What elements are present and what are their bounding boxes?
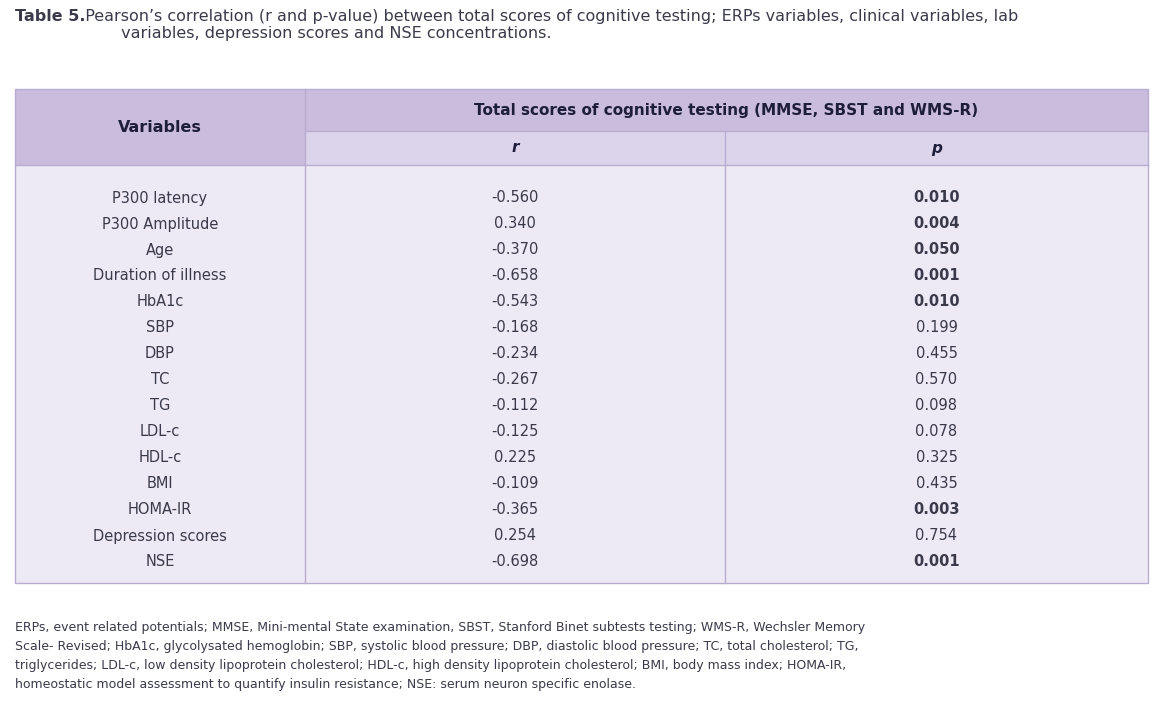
- Text: Variables: Variables: [118, 120, 201, 135]
- Bar: [15, 185, 1148, 211]
- Text: DBP: DBP: [146, 347, 175, 362]
- Bar: [15, 575, 1148, 583]
- Text: -0.658: -0.658: [491, 269, 539, 284]
- Text: -0.698: -0.698: [491, 554, 539, 569]
- Text: 0.078: 0.078: [915, 425, 958, 440]
- Bar: [15, 315, 1148, 341]
- Bar: [15, 237, 1148, 263]
- Text: -0.112: -0.112: [491, 398, 539, 413]
- Text: 0.010: 0.010: [914, 294, 960, 310]
- Text: 0.050: 0.050: [914, 242, 960, 257]
- Text: -0.109: -0.109: [491, 476, 539, 491]
- Text: TC: TC: [151, 372, 169, 388]
- Text: Table 5.: Table 5.: [15, 9, 85, 24]
- Text: 0.325: 0.325: [916, 450, 958, 466]
- Bar: [15, 289, 1148, 315]
- Text: 0.754: 0.754: [916, 528, 958, 544]
- Bar: [15, 89, 1148, 583]
- Bar: [15, 549, 1148, 575]
- Text: BMI: BMI: [147, 476, 173, 491]
- Text: -0.365: -0.365: [491, 503, 539, 518]
- Bar: [15, 263, 1148, 289]
- Bar: [15, 89, 1148, 131]
- Text: 0.340: 0.340: [494, 216, 535, 232]
- Text: P300 latency: P300 latency: [113, 191, 207, 206]
- Text: 0.254: 0.254: [494, 528, 535, 544]
- Text: P300 Amplitude: P300 Amplitude: [101, 216, 218, 232]
- Bar: [15, 131, 305, 165]
- Text: NSE: NSE: [146, 554, 175, 569]
- Text: -0.234: -0.234: [491, 347, 539, 362]
- Text: 0.001: 0.001: [914, 554, 960, 569]
- Text: p: p: [931, 140, 942, 155]
- Text: HbA1c: HbA1c: [136, 294, 184, 310]
- Text: Total scores of cognitive testing (MMSE, SBST and WMS-R): Total scores of cognitive testing (MMSE,…: [475, 103, 979, 118]
- Bar: [15, 165, 1148, 185]
- Text: Depression scores: Depression scores: [93, 528, 227, 544]
- Text: 0.003: 0.003: [914, 503, 960, 518]
- Bar: [15, 497, 1148, 523]
- Bar: [15, 471, 1148, 497]
- Text: 0.570: 0.570: [915, 372, 958, 388]
- Text: -0.560: -0.560: [491, 191, 539, 206]
- Text: 0.010: 0.010: [914, 191, 960, 206]
- Text: 0.225: 0.225: [494, 450, 537, 466]
- Text: ERPs, event related potentials; MMSE, Mini-mental State examination, SBST, Stanf: ERPs, event related potentials; MMSE, Mi…: [15, 621, 865, 691]
- Bar: [15, 419, 1148, 445]
- Text: 0.098: 0.098: [916, 398, 958, 413]
- Text: -0.125: -0.125: [491, 425, 539, 440]
- Text: Duration of illness: Duration of illness: [93, 269, 227, 284]
- Bar: [15, 211, 1148, 237]
- Text: r: r: [511, 140, 519, 155]
- Text: -0.370: -0.370: [491, 242, 539, 257]
- Text: Pearson’s correlation (r and p-value) between total scores of cognitive testing;: Pearson’s correlation (r and p-value) be…: [74, 9, 1018, 41]
- Text: -0.267: -0.267: [491, 372, 539, 388]
- Text: 0.455: 0.455: [916, 347, 958, 362]
- Text: LDL-c: LDL-c: [140, 425, 180, 440]
- Bar: [15, 367, 1148, 393]
- Bar: [305, 131, 1148, 165]
- Bar: [15, 341, 1148, 367]
- Text: 0.435: 0.435: [916, 476, 957, 491]
- Text: -0.168: -0.168: [491, 320, 539, 335]
- Text: Age: Age: [146, 242, 175, 257]
- Text: 0.199: 0.199: [916, 320, 958, 335]
- Text: -0.543: -0.543: [491, 294, 539, 310]
- Bar: [15, 523, 1148, 549]
- Text: SBP: SBP: [146, 320, 173, 335]
- Bar: [15, 393, 1148, 419]
- Text: 0.001: 0.001: [914, 269, 960, 284]
- Text: 0.004: 0.004: [914, 216, 960, 232]
- Text: HOMA-IR: HOMA-IR: [128, 503, 192, 518]
- Text: HDL-c: HDL-c: [139, 450, 182, 466]
- Bar: [15, 445, 1148, 471]
- Text: TG: TG: [150, 398, 170, 413]
